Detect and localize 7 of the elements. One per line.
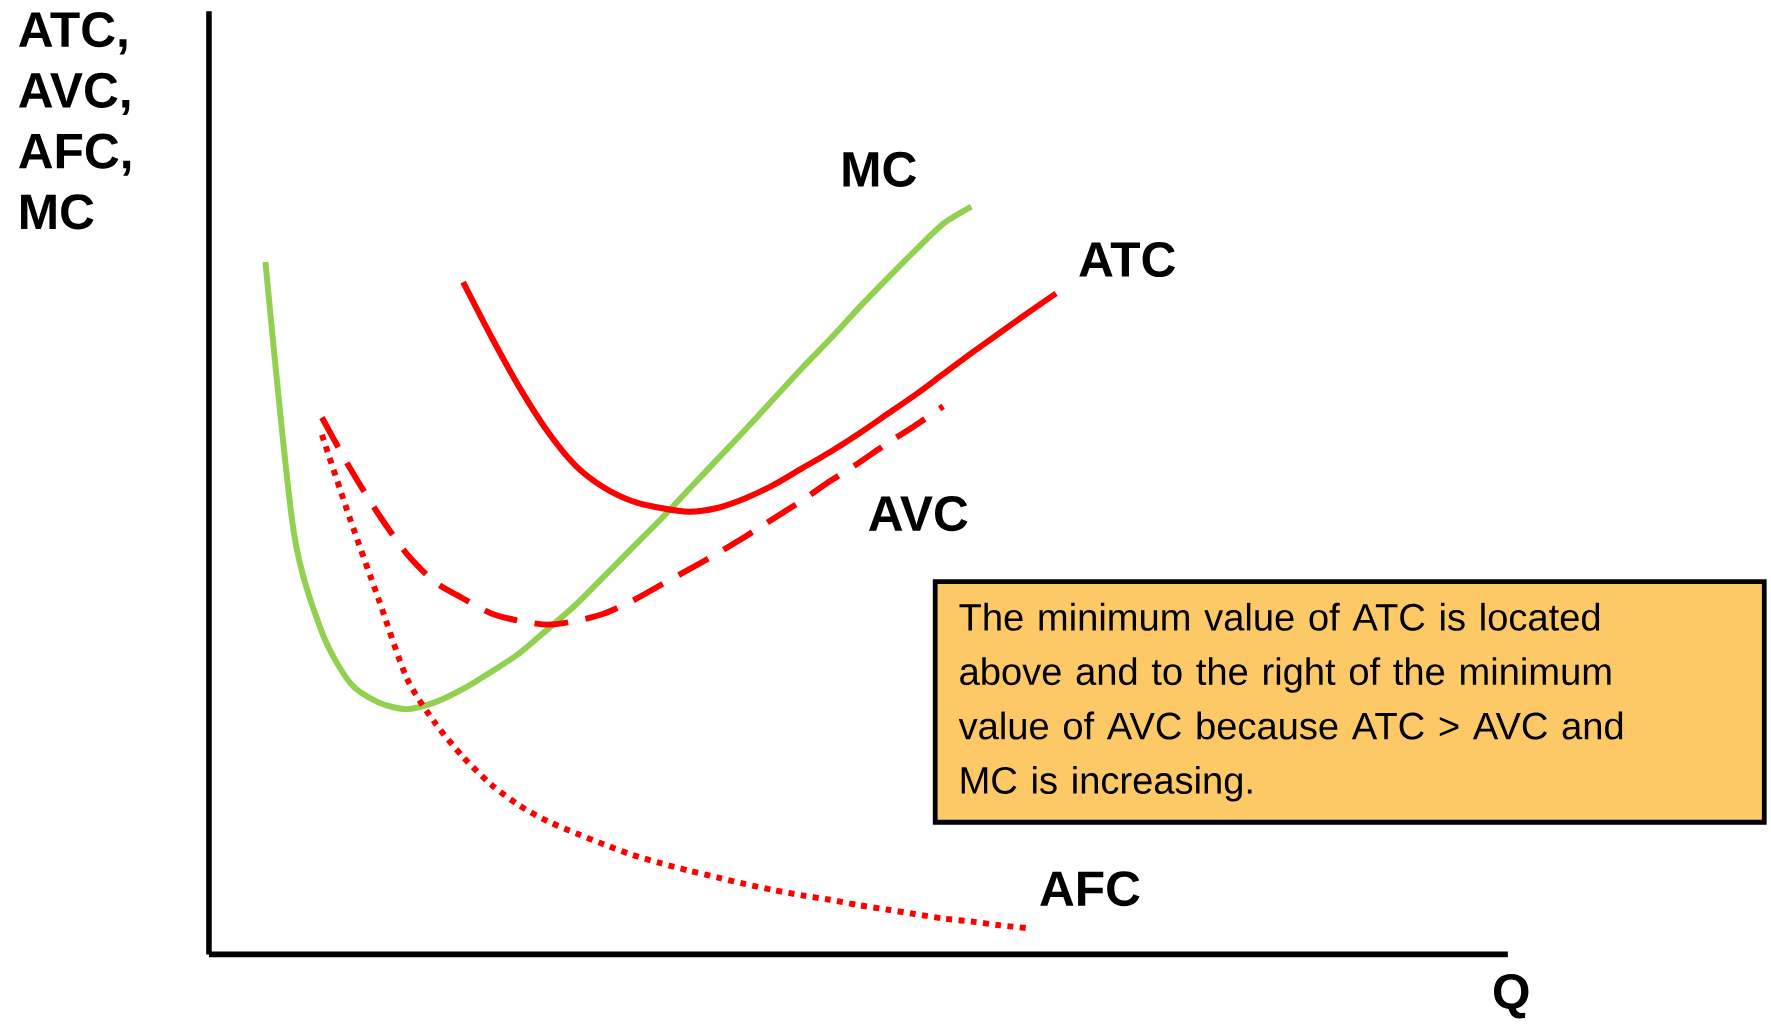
series-label: AVC [868,496,968,532]
x-axis-title: Q [1494,974,1529,1019]
annotation: The minimum value of ATC is located above and to the right of the minimum value of AVC because ATC > AVC and MC is increasing. [958,603,1623,802]
series-label: MC [843,152,916,188]
y-axis-title: ATC, AVC, AFC, MC [18,12,131,230]
series-label: AFC [1040,871,1140,907]
series-label: ATC [1079,242,1176,278]
